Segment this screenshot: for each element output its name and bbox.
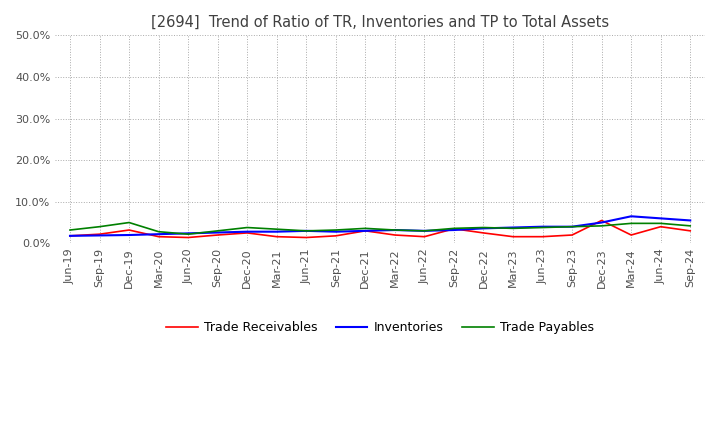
Trade Receivables: [184, 235, 192, 240]
Inventories: [213, 230, 222, 235]
Trade Payables: [243, 225, 251, 230]
Inventories: [420, 228, 428, 234]
Title: [2694]  Trend of Ratio of TR, Inventories and TP to Total Assets: [2694] Trend of Ratio of TR, Inventories…: [151, 15, 609, 30]
Trade Receivables: [420, 234, 428, 239]
Inventories: [272, 229, 281, 235]
Inventories: [125, 232, 133, 238]
Trade Receivables: [390, 232, 399, 238]
Inventories: [568, 224, 577, 229]
Trade Payables: [568, 224, 577, 229]
Trade Payables: [480, 225, 488, 230]
Trade Receivables: [272, 234, 281, 239]
Inventories: [509, 225, 518, 230]
Trade Receivables: [480, 230, 488, 235]
Inventories: [657, 216, 665, 221]
Inventories: [331, 229, 340, 235]
Trade Payables: [213, 228, 222, 234]
Trade Payables: [509, 226, 518, 231]
Inventories: [154, 231, 163, 237]
Trade Receivables: [509, 234, 518, 239]
Inventories: [243, 229, 251, 235]
Trade Receivables: [598, 218, 606, 223]
Trade Payables: [184, 231, 192, 237]
Trade Payables: [657, 221, 665, 226]
Trade Payables: [539, 225, 547, 230]
Inventories: [95, 233, 104, 238]
Inventories: [184, 231, 192, 236]
Trade Payables: [361, 226, 369, 231]
Inventories: [480, 226, 488, 231]
Trade Receivables: [627, 232, 636, 238]
Inventories: [598, 220, 606, 225]
Inventories: [686, 218, 695, 223]
Trade Payables: [598, 223, 606, 228]
Trade Receivables: [361, 228, 369, 234]
Trade Receivables: [449, 226, 458, 231]
Inventories: [390, 227, 399, 233]
Legend: Trade Receivables, Inventories, Trade Payables: Trade Receivables, Inventories, Trade Pa…: [161, 316, 599, 339]
Trade Payables: [449, 226, 458, 231]
Trade Payables: [154, 229, 163, 235]
Trade Payables: [302, 228, 310, 234]
Trade Payables: [390, 227, 399, 233]
Trade Payables: [95, 224, 104, 229]
Trade Receivables: [154, 234, 163, 239]
Trade Receivables: [657, 224, 665, 229]
Inventories: [627, 214, 636, 219]
Trade Receivables: [302, 235, 310, 240]
Inventories: [302, 228, 310, 234]
Trade Payables: [125, 220, 133, 225]
Trade Payables: [420, 228, 428, 234]
Trade Payables: [66, 227, 74, 233]
Inventories: [66, 233, 74, 238]
Inventories: [539, 224, 547, 229]
Inventories: [361, 228, 369, 234]
Inventories: [449, 227, 458, 233]
Trade Receivables: [95, 231, 104, 237]
Line: Inventories: Inventories: [70, 216, 690, 236]
Trade Payables: [627, 221, 636, 226]
Trade Receivables: [331, 233, 340, 238]
Trade Receivables: [568, 232, 577, 238]
Trade Receivables: [66, 233, 74, 238]
Trade Receivables: [213, 232, 222, 238]
Line: Trade Payables: Trade Payables: [70, 223, 690, 234]
Trade Receivables: [243, 230, 251, 235]
Trade Receivables: [125, 227, 133, 233]
Trade Receivables: [539, 234, 547, 239]
Trade Payables: [331, 227, 340, 233]
Line: Trade Receivables: Trade Receivables: [70, 220, 690, 238]
Trade Payables: [686, 223, 695, 228]
Trade Payables: [272, 227, 281, 232]
Trade Receivables: [686, 228, 695, 234]
